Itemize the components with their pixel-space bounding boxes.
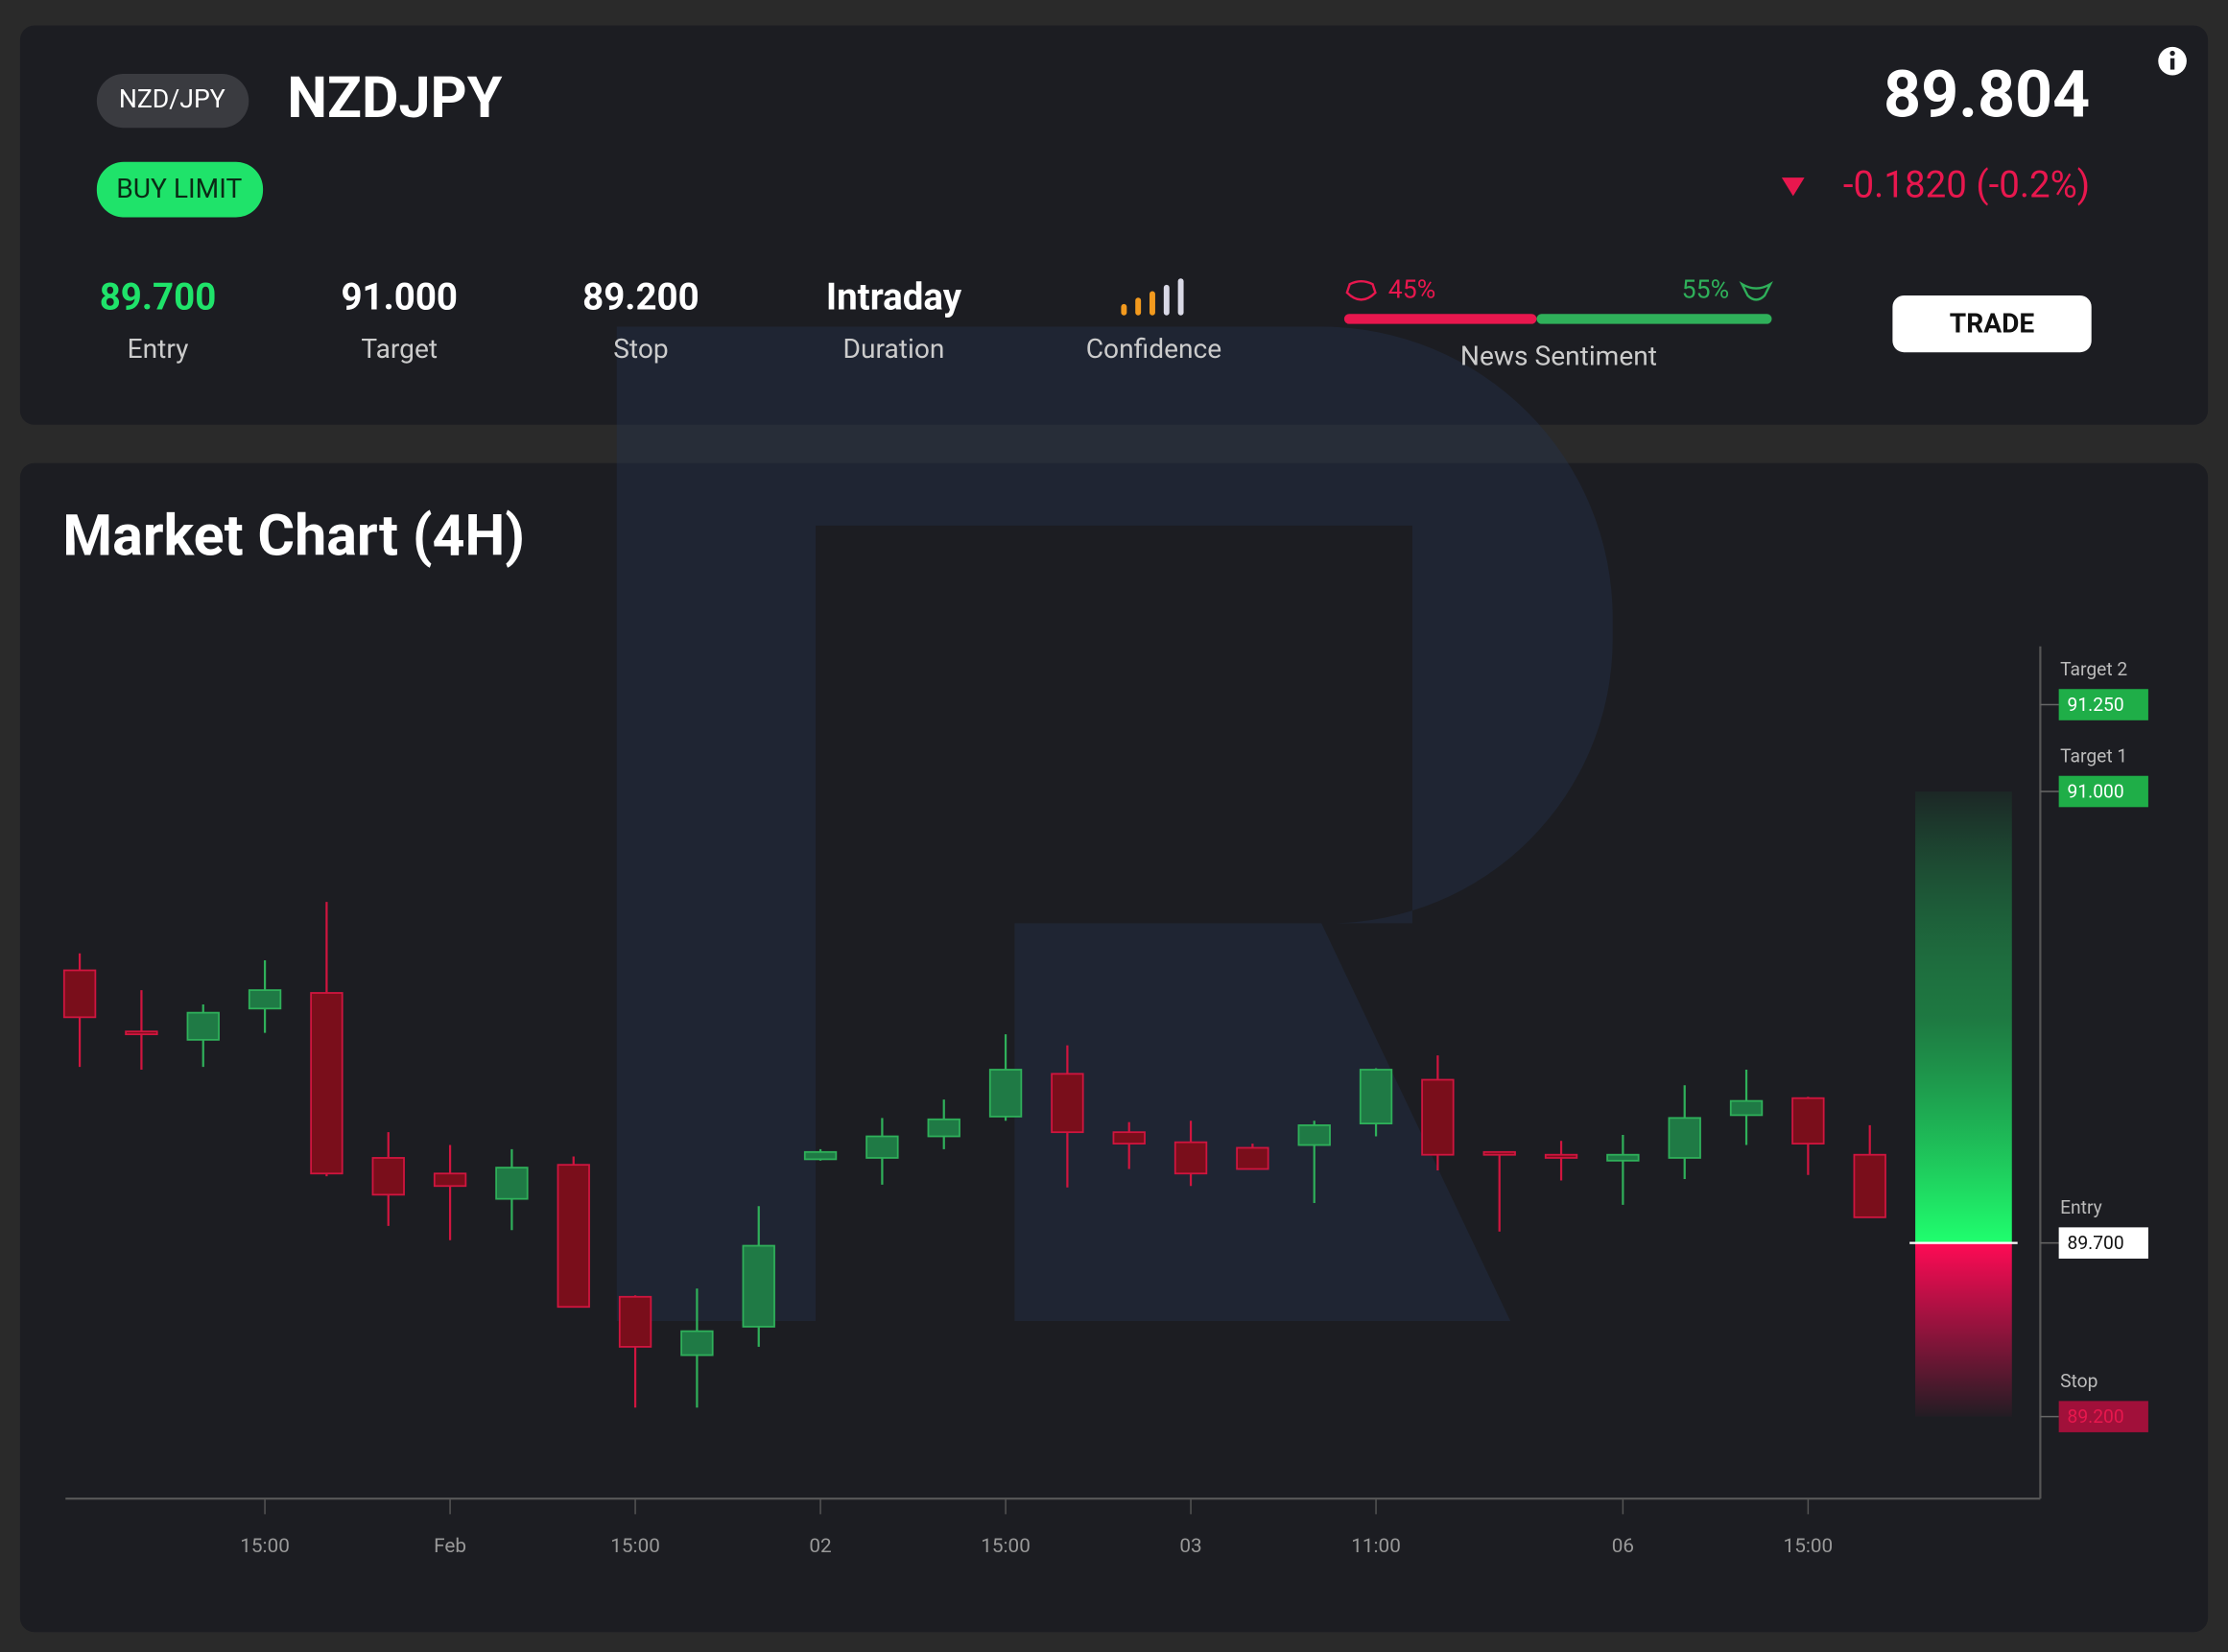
candle-body	[1544, 1153, 1578, 1159]
level-label: 91.000	[2068, 781, 2124, 803]
candle-body	[433, 1172, 467, 1188]
sentiment-label: News Sentiment	[1460, 341, 1657, 372]
confidence-label: Confidence	[1086, 333, 1221, 365]
bearish-percent: 45%	[1388, 274, 1435, 305]
trade-button[interactable]	[1892, 295, 2092, 353]
level-name: Target 1	[2060, 745, 2127, 767]
stat-label: Duration	[843, 333, 945, 365]
stat-value: 89.200	[582, 276, 699, 319]
candle-body	[62, 969, 97, 1019]
x-tick-label: 15:00	[610, 1535, 660, 1558]
x-tick-label: 15:00	[240, 1535, 290, 1558]
confidence-bar	[1177, 278, 1184, 316]
candle-body	[618, 1295, 652, 1348]
candle-body	[988, 1069, 1023, 1118]
candle-body	[495, 1167, 529, 1200]
stat-value: 89.700	[100, 276, 217, 319]
trade-button-label[interactable]: TRADE	[1950, 308, 2035, 340]
candle-body	[680, 1330, 714, 1357]
candle-body	[1853, 1153, 1886, 1218]
candle-body	[742, 1244, 775, 1328]
confidence-meter	[1121, 278, 1184, 316]
stat-value: 91.000	[341, 276, 458, 319]
candle-body	[1112, 1131, 1146, 1145]
x-tick-label: 06	[1612, 1535, 1634, 1558]
level-label: 91.250	[2068, 694, 2124, 716]
x-tick-label: 11:00	[1351, 1535, 1401, 1558]
level-name: Stop	[2060, 1370, 2098, 1392]
candle-body	[1606, 1153, 1640, 1162]
level-label: 89.700	[2068, 1232, 2124, 1254]
candle-body	[927, 1118, 960, 1138]
candle-body	[1729, 1099, 1764, 1117]
candle-body	[557, 1164, 590, 1309]
order-type: BUY LIMIT	[116, 173, 242, 204]
plot: Target 2 91.250 Target 1 91.000 Entry 89.700 S…	[62, 646, 2148, 1558]
down-arrow	[1781, 177, 1805, 197]
candle-body	[1421, 1078, 1455, 1156]
bullish-bar	[1536, 314, 1772, 324]
candle-body	[1791, 1097, 1825, 1145]
x-tick-label: Feb	[434, 1535, 466, 1558]
stat-label: Entry	[128, 333, 189, 365]
candle-body	[371, 1157, 405, 1196]
pair-badge	[96, 73, 249, 129]
level-name: Entry	[2060, 1196, 2102, 1218]
candle-body	[1668, 1117, 1701, 1159]
stat-label: Stop	[613, 333, 668, 365]
candle-body	[310, 992, 344, 1175]
level-label: 89.200	[2068, 1405, 2124, 1428]
confidence-bar	[1163, 284, 1170, 316]
stat-value: Intraday	[826, 276, 962, 319]
candle-body	[803, 1150, 838, 1161]
candle-body	[125, 1030, 158, 1036]
price: 89.804	[1884, 57, 2090, 133]
candle-body	[1482, 1150, 1516, 1156]
chart-title: Market Chart (4H)	[62, 503, 525, 569]
candle-body	[1051, 1073, 1084, 1134]
level-name: Target 2	[2060, 658, 2127, 680]
candle-body	[1236, 1146, 1269, 1170]
chart-panel	[19, 462, 2209, 1633]
pair: NZD/JPY	[119, 83, 225, 114]
level-box	[2058, 1227, 2148, 1259]
header-panel	[19, 25, 2209, 425]
x-tick-label: 15:00	[1784, 1535, 1834, 1558]
candle-body	[1297, 1124, 1331, 1146]
level-box	[2058, 775, 2148, 808]
candle-body	[1173, 1141, 1208, 1175]
bull-icon	[1739, 281, 1773, 301]
x-tick-label: 03	[1179, 1535, 1201, 1558]
order-badge	[96, 161, 264, 218]
price-change: -0.1820 (-0.2%)	[1843, 164, 2090, 207]
candle-body	[248, 989, 282, 1010]
stat-label: Target	[361, 333, 438, 365]
confidence-bar	[1135, 297, 1142, 316]
level-box	[2058, 1401, 2148, 1432]
x-tick-label: 15:00	[981, 1535, 1031, 1558]
confidence-bar	[1150, 291, 1155, 316]
bear-icon	[1345, 279, 1377, 301]
candle-body	[1359, 1069, 1393, 1124]
candle-body	[186, 1011, 220, 1041]
confidence-bar	[1121, 303, 1127, 316]
info-glyph-dot	[2169, 50, 2175, 57]
candle-body	[865, 1135, 899, 1159]
bearish-bar	[1343, 314, 1537, 324]
x-tick-label: 02	[809, 1535, 831, 1558]
profit-zone	[1915, 791, 2012, 1243]
loss-zone	[1915, 1242, 2012, 1417]
sentiment-bar	[1343, 314, 1772, 324]
info-glyph	[2169, 58, 2175, 70]
level-box	[2058, 689, 2148, 720]
bullish-percent: 55%	[1682, 274, 1729, 305]
symbol: NZDJPY	[287, 65, 502, 131]
